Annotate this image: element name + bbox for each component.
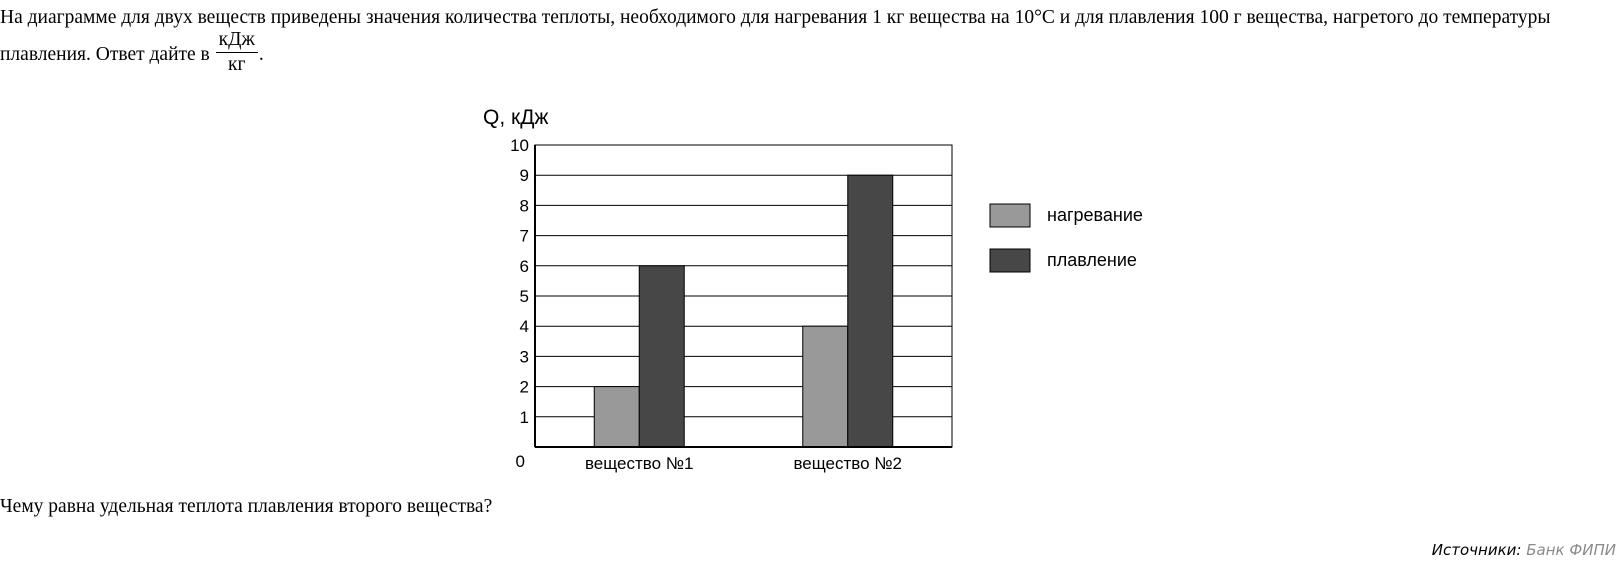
- source-link[interactable]: Банк ФИПИ: [1526, 541, 1616, 559]
- problem-mass: 1: [872, 7, 882, 28]
- y-tick-label: 2: [520, 378, 529, 397]
- problem-text-part: кг вещества на: [881, 7, 1015, 28]
- bar: [802, 325, 849, 448]
- y-tick-label: 1: [520, 408, 529, 427]
- unit-fraction: кДж кг: [215, 28, 258, 77]
- legend-swatch: [989, 248, 1031, 273]
- y-tick-label: 10: [510, 136, 529, 155]
- y-tick-label: 3: [520, 347, 529, 366]
- legend-label: плавление: [1047, 250, 1137, 270]
- problem-statement: На диаграмме для двух веществ приведены …: [0, 4, 1606, 80]
- legend-label: нагревание: [1047, 205, 1143, 225]
- y-tick-label: 9: [520, 166, 529, 185]
- bar: [847, 174, 894, 448]
- bar: [593, 386, 640, 448]
- y-tick-label: 6: [520, 257, 529, 276]
- problem-text-part: г вещества, нагретого до температуры пла…: [0, 7, 1551, 65]
- x-tick-label: вещество №1: [585, 454, 694, 473]
- problem-text-part: и для плавления: [1054, 7, 1200, 28]
- y-tick-label: 8: [520, 196, 529, 215]
- question-text: Чему равна удельная теплота плавления вт…: [0, 496, 493, 517]
- y-tick-label: 5: [520, 287, 529, 306]
- unit-numerator: кДж: [215, 28, 258, 53]
- x-tick-label: вещество №2: [793, 454, 902, 473]
- unit-denominator: кг: [228, 54, 246, 75]
- y-axis-label: Q, кДж: [483, 106, 548, 129]
- bar: [638, 265, 685, 448]
- problem-text: На диаграмме для двух веществ приведены …: [0, 4, 1606, 80]
- problem-text-part: На диаграмме для двух веществ приведены …: [0, 7, 873, 28]
- y-tick-label: 0: [516, 452, 525, 471]
- problem-text-part: .: [258, 43, 264, 65]
- source-label: Источники:: [1431, 541, 1522, 559]
- bar-chart: вещество №1 вещество №2 0 1 2 3 4 5 6 7 8 9 10 Q, кДж…: [483, 106, 1143, 473]
- legend-swatch: [989, 203, 1031, 228]
- y-tick-label: 4: [520, 317, 529, 336]
- problem-temperature: 10°C: [1014, 7, 1055, 28]
- problem-melt-mass: 100: [1199, 7, 1229, 28]
- source-line: Источники: Банк ФИПИ: [1432, 540, 1616, 560]
- y-tick-label: 7: [520, 227, 529, 246]
